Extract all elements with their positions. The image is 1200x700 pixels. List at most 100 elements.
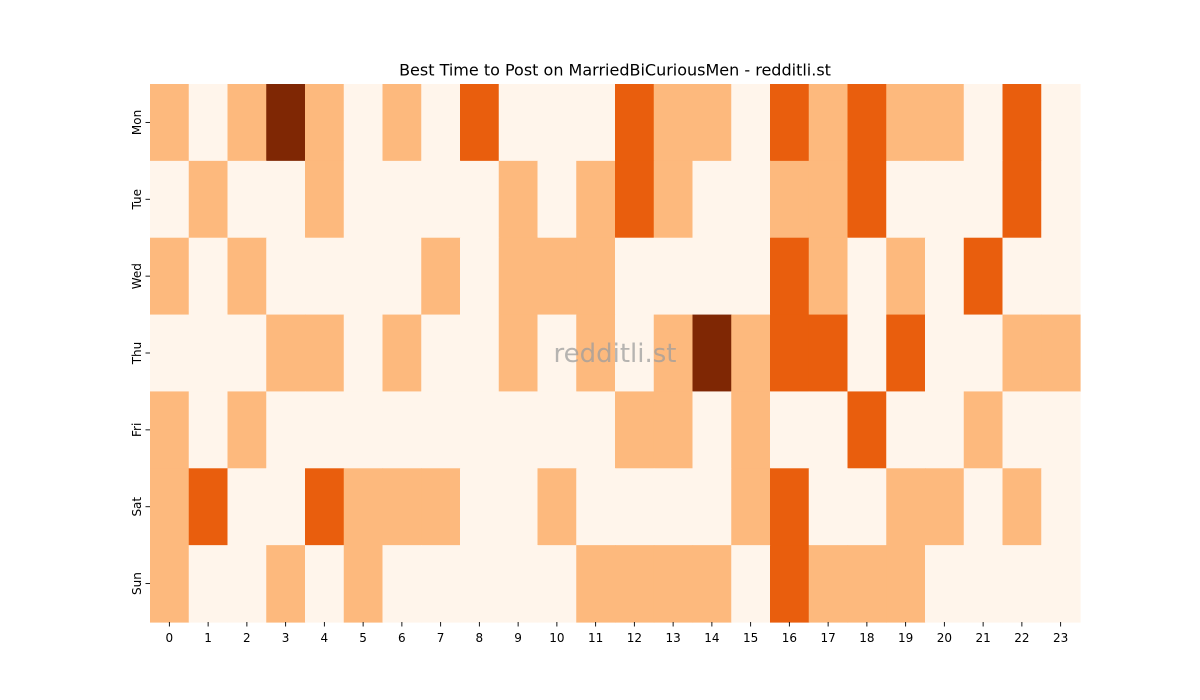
heatmap-cell — [847, 468, 887, 546]
heatmap-cell — [576, 160, 616, 239]
heatmap-cell — [886, 391, 926, 469]
heatmap-cell — [847, 545, 887, 623]
x-tick-label: 20 — [937, 631, 952, 645]
heatmap-cell — [266, 468, 306, 546]
heatmap-cell — [188, 468, 229, 546]
heatmap-cell — [227, 237, 267, 316]
x-axis: 0 1 2 3 4 5 6 7 8 9 10 11 12 13 14 15 16 17 18 19 20 21 22 23 — [166, 622, 1068, 645]
heatmap-cell — [537, 545, 577, 623]
heatmap-cell — [227, 84, 267, 162]
heatmap-cell — [421, 237, 461, 316]
heatmap-cell — [266, 237, 306, 316]
heatmap-cell — [305, 237, 345, 316]
heatmap-cell — [150, 391, 190, 469]
heatmap-cell — [343, 84, 384, 162]
heatmap-cell — [382, 391, 422, 469]
x-tick-label: 6 — [398, 631, 406, 645]
heatmap-cell — [808, 237, 849, 316]
heatmap-cell — [382, 314, 422, 393]
heatmap-cell — [653, 237, 694, 316]
heatmap-cell — [731, 545, 771, 623]
heatmap-cell — [963, 160, 1004, 239]
heatmap-cell — [615, 237, 655, 316]
heatmap-cell — [847, 160, 887, 239]
y-tick-label: Fri — [130, 423, 144, 437]
heatmap-cell — [925, 237, 965, 316]
heatmap-cell — [886, 468, 926, 546]
heatmap-cell — [653, 160, 694, 239]
heatmap-cell — [886, 314, 926, 393]
heatmap-cell — [615, 391, 655, 469]
x-tick-label: 11 — [588, 631, 603, 645]
heatmap-cell — [808, 545, 849, 623]
heatmap-cell — [808, 468, 849, 546]
heatmap-cell — [227, 314, 267, 393]
heatmap-cell — [343, 468, 384, 546]
heatmap-cell — [808, 160, 849, 239]
heatmap-cell — [963, 468, 1004, 546]
heatmap-cell — [576, 314, 616, 393]
heatmap-cell — [305, 84, 345, 162]
y-tick-label: Thu — [130, 342, 144, 366]
heatmap-cell — [808, 84, 849, 162]
heatmap-cell — [150, 468, 190, 546]
heatmap-cell — [615, 314, 655, 393]
heatmap-cell — [305, 468, 345, 546]
heatmap-cell — [692, 314, 732, 393]
heatmap-cell — [266, 84, 306, 162]
heatmap-cell — [770, 545, 810, 623]
heatmap-cell — [343, 160, 384, 239]
x-tick-label: 8 — [476, 631, 484, 645]
y-tick-label: Tue — [130, 189, 144, 211]
heatmap-cell — [460, 468, 500, 546]
heatmap-cell — [498, 314, 539, 393]
heatmap-cell — [653, 468, 694, 546]
x-tick-label: 19 — [898, 631, 913, 645]
heatmap-cell — [692, 237, 732, 316]
heatmap-cell — [653, 84, 694, 162]
heatmap-cell — [692, 545, 732, 623]
heatmap-cell — [653, 314, 694, 393]
heatmap-cell — [963, 314, 1004, 393]
heatmap-cell — [692, 391, 732, 469]
heatmap-cell — [188, 545, 229, 623]
heatmap-cell — [1041, 391, 1081, 469]
heatmap-cell — [150, 237, 190, 316]
x-tick-label: 1 — [204, 631, 212, 645]
heatmap-cell — [1002, 84, 1042, 162]
heatmap-cell — [1041, 237, 1081, 316]
heatmap-cell — [615, 160, 655, 239]
heatmap-cell — [1002, 468, 1042, 546]
x-tick-label: 16 — [782, 631, 797, 645]
heatmap-cell — [421, 468, 461, 546]
heatmap-cell — [692, 84, 732, 162]
heatmap-cell — [886, 160, 926, 239]
heatmap-cell — [460, 391, 500, 469]
y-tick-label: Wed — [130, 263, 144, 289]
x-tick-label: 23 — [1053, 631, 1068, 645]
heatmap-cell — [731, 237, 771, 316]
x-tick-label: 2 — [243, 631, 251, 645]
heatmap-cell — [1041, 84, 1081, 162]
heatmap-cell — [460, 314, 500, 393]
heatmap-cell — [421, 314, 461, 393]
heatmap-cell — [692, 160, 732, 239]
heatmap-cell — [498, 84, 539, 162]
heatmap-cell — [925, 314, 965, 393]
heatmap-cell — [925, 84, 965, 162]
heatmap-cell — [537, 391, 577, 469]
heatmap-cell — [731, 468, 771, 546]
x-tick-label: 9 — [514, 631, 522, 645]
x-tick-label: 5 — [359, 631, 367, 645]
y-tick-label: Sun — [130, 572, 144, 595]
heatmap-cell — [421, 391, 461, 469]
heatmap-cell — [808, 391, 849, 469]
y-axis: Mon Tue Wed Thu Fri Sat Sun — [130, 110, 150, 595]
heatmap-cell — [1041, 545, 1081, 623]
heatmap-cell — [963, 545, 1004, 623]
heatmap-cell — [1002, 391, 1042, 469]
heatmap-cell — [266, 314, 306, 393]
heatmap-cell — [460, 237, 500, 316]
heatmap-cell — [227, 160, 267, 239]
